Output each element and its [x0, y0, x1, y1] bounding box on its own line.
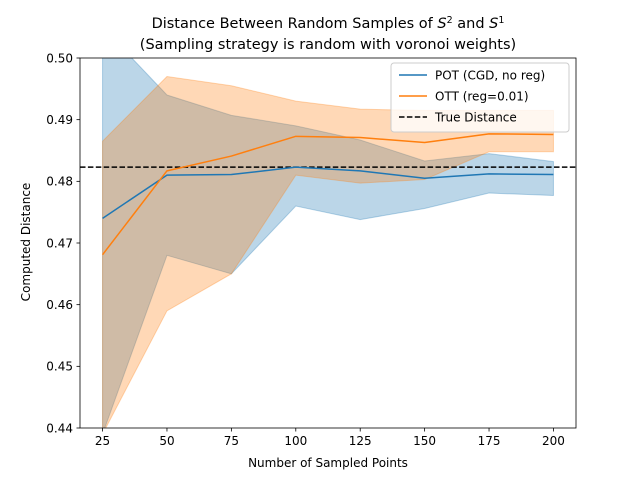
x-tick-label: 175	[478, 434, 501, 448]
plot-clipped-layer	[80, 58, 576, 428]
y-tick-label: 0.44	[46, 421, 73, 435]
legend-label-series-1: POT (CGD, no reg)	[435, 68, 545, 82]
x-axis-title: Number of Sampled Points	[248, 456, 408, 470]
y-tick-label: 0.49	[46, 113, 73, 127]
confidence-band-series-2	[102, 75, 554, 428]
x-tick-label: 25	[95, 434, 110, 448]
legend-label-true-distance: True Distance	[434, 110, 517, 124]
y-axis-title: Computed Distance	[19, 183, 33, 302]
confidence-band-series-1	[102, 58, 554, 428]
chart-title-line1: Distance Between Random Samples of S2 an…	[152, 15, 505, 33]
chart-title-line2: (Sampling strategy is random with vorono…	[140, 37, 516, 53]
y-tick-label: 0.48	[46, 175, 73, 189]
legend-label-series-2: OTT (reg=0.01)	[435, 89, 529, 103]
legend: POT (CGD, no reg) OTT (reg=0.01) True Dist…	[390, 62, 570, 133]
x-tick-label: 125	[349, 434, 372, 448]
series-line-2	[101, 133, 554, 256]
x-tick-label: 200	[542, 434, 565, 448]
plot-area: 25 50 75 100 125 150 175 200 0.44 0.45 0.46 0.47 0.4…	[46, 51, 577, 448]
x-tick-label: 75	[224, 434, 239, 448]
x-tick-label: 50	[159, 434, 174, 448]
y-tick-label: 0.46	[46, 298, 73, 312]
x-tick-label: 150	[413, 434, 436, 448]
y-tick-label: 0.45	[46, 360, 73, 374]
series-line-1	[102, 166, 554, 219]
y-tick-label: 0.47	[46, 236, 73, 250]
y-tick-label: 0.50	[46, 51, 73, 65]
legend-box	[390, 62, 570, 133]
x-tick-label: 100	[284, 434, 307, 448]
